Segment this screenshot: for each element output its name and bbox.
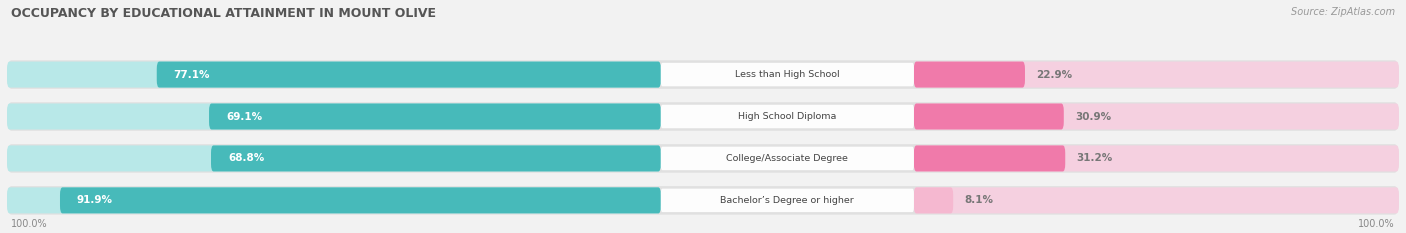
Text: 68.8%: 68.8% — [228, 154, 264, 163]
FancyBboxPatch shape — [661, 63, 914, 86]
FancyBboxPatch shape — [7, 144, 1399, 173]
Text: Less than High School: Less than High School — [735, 70, 839, 79]
FancyBboxPatch shape — [661, 189, 914, 212]
Text: Bachelor’s Degree or higher: Bachelor’s Degree or higher — [720, 196, 855, 205]
Text: 31.2%: 31.2% — [1077, 154, 1112, 163]
FancyBboxPatch shape — [156, 62, 661, 88]
Text: 69.1%: 69.1% — [226, 112, 262, 121]
FancyBboxPatch shape — [914, 145, 1399, 171]
Text: 91.9%: 91.9% — [77, 195, 112, 205]
Text: 8.1%: 8.1% — [965, 195, 994, 205]
FancyBboxPatch shape — [914, 103, 1399, 130]
FancyBboxPatch shape — [7, 145, 661, 171]
Text: 100.0%: 100.0% — [1358, 219, 1395, 229]
FancyBboxPatch shape — [7, 187, 661, 213]
FancyBboxPatch shape — [209, 103, 661, 130]
FancyBboxPatch shape — [60, 187, 661, 213]
FancyBboxPatch shape — [914, 62, 1025, 88]
Text: High School Diploma: High School Diploma — [738, 112, 837, 121]
FancyBboxPatch shape — [914, 62, 1399, 88]
Text: Source: ZipAtlas.com: Source: ZipAtlas.com — [1291, 7, 1395, 17]
FancyBboxPatch shape — [914, 145, 1066, 171]
Text: OCCUPANCY BY EDUCATIONAL ATTAINMENT IN MOUNT OLIVE: OCCUPANCY BY EDUCATIONAL ATTAINMENT IN M… — [11, 7, 436, 20]
FancyBboxPatch shape — [914, 187, 1399, 213]
FancyBboxPatch shape — [7, 60, 1399, 89]
FancyBboxPatch shape — [661, 105, 914, 128]
FancyBboxPatch shape — [914, 187, 953, 213]
FancyBboxPatch shape — [914, 103, 1064, 130]
Text: 30.9%: 30.9% — [1076, 112, 1111, 121]
Text: College/Associate Degree: College/Associate Degree — [727, 154, 848, 163]
Text: 100.0%: 100.0% — [11, 219, 48, 229]
FancyBboxPatch shape — [661, 147, 914, 170]
FancyBboxPatch shape — [7, 103, 661, 130]
Text: 22.9%: 22.9% — [1036, 70, 1073, 79]
Text: 77.1%: 77.1% — [173, 70, 209, 79]
FancyBboxPatch shape — [7, 102, 1399, 131]
FancyBboxPatch shape — [7, 186, 1399, 215]
FancyBboxPatch shape — [211, 145, 661, 171]
FancyBboxPatch shape — [7, 62, 661, 88]
